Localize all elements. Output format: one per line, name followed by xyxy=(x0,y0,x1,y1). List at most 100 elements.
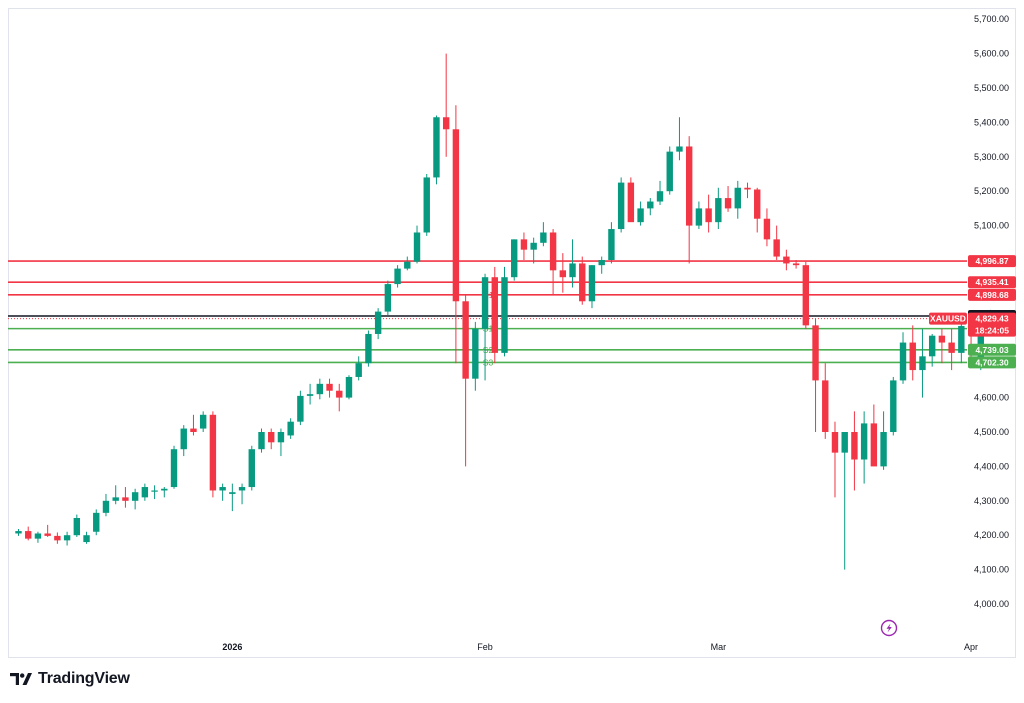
candle-body xyxy=(170,449,178,488)
level-tag xyxy=(968,356,1016,369)
symbol-tag xyxy=(929,312,967,325)
candle-body xyxy=(598,260,605,266)
level-tag xyxy=(968,343,1016,356)
candle-body xyxy=(258,432,265,450)
y-tick-label: 4,000.00 xyxy=(974,599,1009,609)
countdown-label: 18:24:05 xyxy=(975,326,1009,336)
candle-body xyxy=(919,356,926,371)
candle-body xyxy=(715,198,722,223)
level-tag-label: 4,996.87 xyxy=(975,256,1008,266)
candle-body xyxy=(151,490,158,492)
candle-body xyxy=(423,177,430,233)
candle-body xyxy=(268,432,275,443)
y-tick-label: 5,400.00 xyxy=(974,117,1009,127)
candle-body xyxy=(83,535,90,543)
x-tick-label: 2026 xyxy=(222,642,242,652)
candle-body xyxy=(404,261,411,269)
candle-body xyxy=(822,380,829,432)
candle-body xyxy=(890,380,897,432)
candle-body xyxy=(336,390,343,398)
candle-body xyxy=(656,191,664,202)
candle-body xyxy=(948,342,955,353)
candle-body xyxy=(588,265,596,302)
level-tag-label: 4,739.03 xyxy=(975,345,1008,355)
candle-body xyxy=(724,198,732,209)
candle-body xyxy=(754,189,761,219)
candle-body xyxy=(25,531,32,539)
y-tick-label: 4,200.00 xyxy=(974,530,1009,540)
candle-body xyxy=(54,535,61,541)
x-tick-label: Feb xyxy=(477,642,493,652)
candle-body xyxy=(73,518,81,536)
last-price-tag-label: 4,829.43 xyxy=(975,314,1008,324)
candle-body xyxy=(374,311,382,334)
candle-body xyxy=(520,239,528,250)
last-price-tag xyxy=(968,312,1016,337)
time-axis[interactable]: 2026 Feb Mar Apr xyxy=(222,642,978,652)
candle-body xyxy=(462,301,469,379)
candle-body xyxy=(569,263,576,278)
candle-body xyxy=(248,449,255,488)
tradingview-logo-icon xyxy=(10,673,32,685)
candle-body xyxy=(501,277,508,353)
candle-body xyxy=(472,328,479,379)
candle-body xyxy=(860,423,868,460)
candle-body xyxy=(238,487,246,491)
candle-body xyxy=(909,342,916,371)
y-tick-label: 5,600.00 xyxy=(974,49,1009,59)
level-name: S2 xyxy=(483,345,494,355)
brand-name: TradingView xyxy=(38,670,130,687)
candle-body xyxy=(306,394,314,396)
candle-body xyxy=(647,201,654,209)
candle-body xyxy=(958,326,965,353)
candle-body xyxy=(141,487,149,498)
candle-body xyxy=(93,512,100,532)
y-tick-label: 4,500.00 xyxy=(974,427,1009,437)
symbol-tag-label: XAUUSD xyxy=(930,314,966,324)
candle-body xyxy=(705,208,712,223)
candle-body xyxy=(413,232,421,262)
y-tick-label: 4,400.00 xyxy=(974,461,1009,471)
candle-body xyxy=(161,488,168,491)
y-tick-label: 5,300.00 xyxy=(974,152,1009,162)
candle-body xyxy=(812,325,819,381)
candle-body xyxy=(102,500,110,513)
candle-body xyxy=(530,242,537,250)
candle-body xyxy=(559,270,567,278)
candle-body xyxy=(841,432,848,453)
candle-body xyxy=(219,487,226,491)
candle-body xyxy=(695,208,703,226)
level-tag xyxy=(968,255,1016,268)
candle-body xyxy=(511,239,518,278)
candle-body xyxy=(190,428,197,432)
candle-body xyxy=(326,383,333,391)
candle-body xyxy=(627,182,635,223)
candle-body xyxy=(316,383,324,395)
candle-body xyxy=(63,535,71,541)
candle-body xyxy=(685,146,693,226)
candle-body xyxy=(802,265,810,326)
y-tick-label: 5,700.00 xyxy=(974,14,1009,24)
candle-body xyxy=(287,421,294,436)
candle-body xyxy=(355,363,362,377)
chart-frame[interactable] xyxy=(8,8,1016,658)
candle-body xyxy=(297,395,304,422)
candle-body xyxy=(617,182,625,230)
brand[interactable]: TradingView xyxy=(10,670,130,688)
price-tags: 4,996.874,935.414,898.684,800.494,739.03… xyxy=(929,255,1016,369)
candle-body xyxy=(637,208,644,223)
candle-body xyxy=(549,232,557,271)
candle-body xyxy=(209,414,217,491)
x-tick-label: Apr xyxy=(964,642,978,652)
candle-body xyxy=(831,432,839,453)
candle-body xyxy=(365,333,372,364)
candle-body xyxy=(44,533,51,536)
candle-body xyxy=(928,335,936,357)
lightning-bolt-icon[interactable] xyxy=(880,619,898,637)
candle-body xyxy=(540,232,547,243)
candle-body xyxy=(666,151,673,192)
candle-body xyxy=(899,342,907,381)
candle-body xyxy=(744,187,751,190)
y-tick-label: 5,500.00 xyxy=(974,83,1009,93)
